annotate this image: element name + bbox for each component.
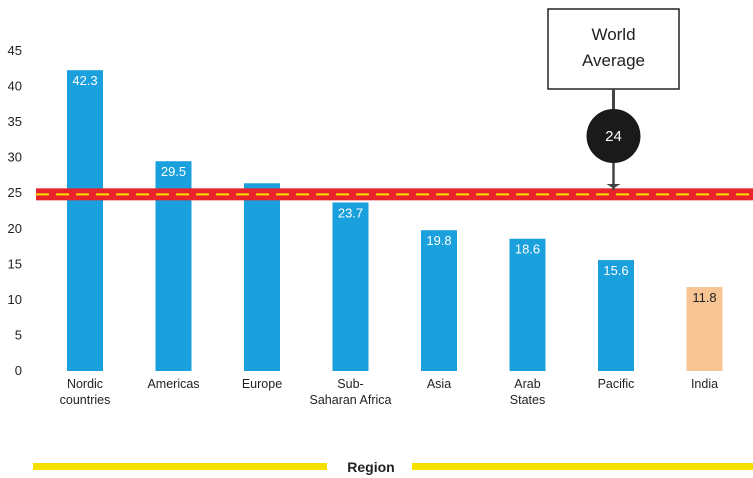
y-axis: 0 5 10 15 20 25 30 35 40 45 (8, 43, 22, 378)
data-label: 15.6 (603, 263, 628, 278)
x-category-label: States (510, 393, 545, 407)
x-category-label: Sub- (337, 377, 363, 391)
x-title-band-left (33, 463, 327, 470)
y-tick-label: 10 (8, 292, 22, 307)
x-category-label: Americas (147, 377, 199, 391)
x-axis-title: Region (33, 459, 753, 475)
reference-marker (586, 109, 641, 163)
bar (244, 183, 280, 371)
reference-line (36, 188, 753, 201)
reference-value: 24 (605, 128, 622, 145)
world-average-reference: World Average 24 (36, 8, 753, 201)
bar (509, 238, 546, 371)
y-tick-label: 25 (8, 185, 22, 200)
bar (332, 202, 369, 371)
y-tick-label: 15 (8, 256, 22, 271)
x-category-label: Saharan Africa (310, 393, 392, 407)
x-axis-categories: Nordic countries Americas Europe Sub- Saharan… (60, 377, 718, 407)
data-label: 42.3 (72, 73, 97, 88)
x-category-label: India (691, 377, 718, 391)
x-category-label: Arab (514, 377, 540, 391)
x-category-label: Pacific (598, 377, 635, 391)
data-label: 18.6 (515, 242, 540, 257)
bar (686, 287, 723, 371)
x-axis-label: Region (347, 459, 394, 475)
y-tick-label: 20 (8, 221, 22, 236)
data-label: 29.5 (161, 164, 186, 179)
x-category-label: Asia (427, 377, 451, 391)
data-label: 23.7 (338, 205, 363, 220)
bar (421, 230, 457, 371)
reference-label: World (591, 25, 635, 44)
x-category-label: Europe (242, 377, 282, 391)
y-tick-label: 30 (8, 150, 22, 165)
y-tick-label: 40 (8, 79, 22, 94)
reference-label: Average (582, 51, 645, 70)
arrow-head (606, 184, 621, 189)
y-tick-label: 0 (15, 363, 22, 378)
x-title-band-right (412, 463, 753, 470)
data-label: 19.8 (426, 233, 451, 248)
y-tick-label: 35 (8, 114, 22, 129)
y-tick-label: 45 (8, 43, 22, 58)
bar (67, 70, 103, 371)
bar (598, 260, 634, 371)
y-tick-label: 5 (15, 327, 22, 342)
reference-callout-box (547, 8, 680, 90)
x-category-label: countries (60, 393, 111, 407)
x-category-label: Nordic (67, 377, 103, 391)
data-label: 11.8 (692, 290, 716, 305)
